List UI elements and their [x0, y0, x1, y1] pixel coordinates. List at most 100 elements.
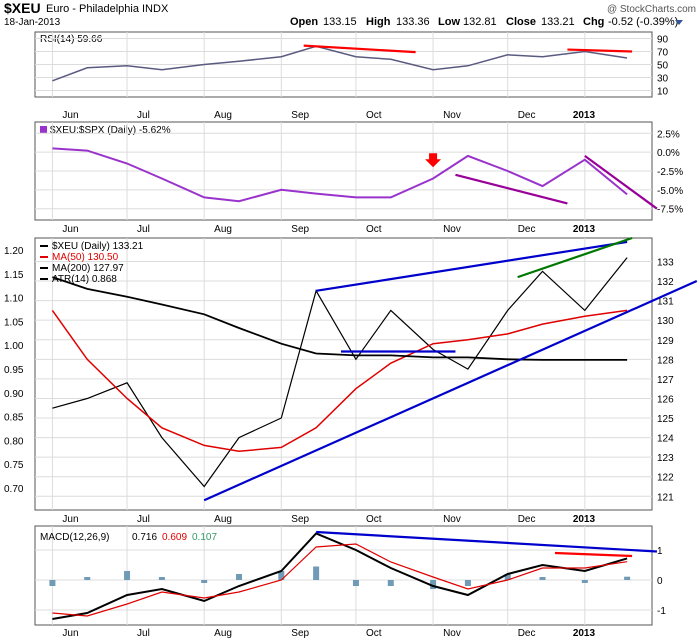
y-tick-label: 121: [657, 492, 674, 503]
y-tick-label: 70: [657, 48, 669, 59]
red-arrow-icon: [425, 153, 442, 168]
y-tick-label: 30: [657, 74, 669, 85]
rsi-gridlines: [35, 32, 652, 97]
value-high: 133.36: [396, 16, 430, 28]
histogram-bar: [352, 580, 359, 586]
x-tick-label: Dec: [518, 628, 536, 639]
x-tick-label: Jun: [62, 110, 78, 121]
label-close: Close: [506, 16, 536, 28]
value-chg: -0.52 (-0.39%): [608, 16, 678, 28]
y-tick-label: 50: [657, 61, 669, 72]
legend-price-swatch: [40, 245, 48, 247]
ma50-line: [51, 309, 628, 453]
price-x-axis: Jun Jul Aug Sep Oct Nov Dec 2013: [62, 514, 595, 525]
x-tick-label: Sep: [291, 514, 309, 525]
x-tick-label: Nov: [443, 628, 461, 639]
price-annotations: [203, 236, 698, 502]
x-tick-label: Aug: [214, 514, 232, 525]
y-tick-label: 1: [657, 546, 663, 557]
macd-legend-hist: 0.107: [192, 532, 217, 543]
value-open: 133.15: [323, 16, 357, 28]
x-tick-label: Sep: [291, 110, 309, 121]
y-tick-label: 123: [657, 453, 674, 464]
y-tick-label: 122: [657, 473, 674, 484]
histogram-bar: [504, 574, 511, 580]
left-tick-label: 1.15: [4, 270, 24, 281]
left-tick-label: 1.05: [4, 317, 24, 328]
label-open: Open: [290, 16, 318, 28]
macd-legend-value: 0.716: [132, 532, 157, 543]
x-tick-label: Jul: [137, 224, 150, 235]
legend-ma200-swatch: [40, 267, 48, 269]
blue-trendline: [316, 530, 658, 553]
relative-series: [52, 147, 628, 203]
x-tick-label: Jul: [137, 514, 150, 525]
x-tick-label: Aug: [214, 628, 232, 639]
macd-series: [52, 532, 628, 620]
price-line: [52, 257, 628, 488]
blue-trendline: [315, 240, 628, 292]
x-tick-label: Aug: [214, 224, 232, 235]
left-tick-label: 0.90: [4, 389, 24, 400]
left-tick-label: 0.80: [4, 436, 24, 447]
x-tick-label: Nov: [443, 110, 461, 121]
macd-y-axis: 1 0 -1: [657, 546, 666, 617]
y-tick-label: 0: [657, 576, 663, 587]
x-tick-label: 2013: [573, 628, 596, 639]
histogram-bar: [313, 566, 320, 580]
y-tick-label: 125: [657, 414, 674, 425]
y-tick-label: -2.5%: [657, 167, 683, 178]
legend-ma200: MA(200) 127.97: [52, 263, 124, 274]
dropdown-arrow-icon[interactable]: [675, 20, 683, 25]
x-tick-label: Jun: [62, 628, 78, 639]
green-trendline: [517, 236, 633, 279]
macd-legend: MACD(12,26,9) 0.716 0.609 0.107: [40, 532, 217, 543]
histogram-bar: [84, 577, 91, 580]
price-gridlines: [35, 238, 652, 510]
ma200-line: [52, 276, 628, 361]
chart-date: 18-Jan-2013: [4, 17, 61, 28]
histogram-bar: [124, 571, 131, 580]
x-tick-label: Nov: [443, 514, 461, 525]
label-high: High: [366, 16, 391, 28]
rsi-y-axis: 90 70 50 30 10: [657, 35, 669, 98]
x-tick-label: Sep: [291, 628, 309, 639]
y-tick-label: 124: [657, 434, 674, 445]
price-series: [51, 257, 628, 488]
x-tick-label: Sep: [291, 224, 309, 235]
left-tick-label: 0.75: [4, 460, 24, 471]
y-tick-label: 131: [657, 297, 674, 308]
x-tick-label: 2013: [573, 110, 596, 121]
blue-trendline: [203, 280, 698, 502]
legend-ma50: MA(50) 130.50: [52, 252, 119, 263]
histogram-bar: [201, 580, 208, 583]
legend-price: $XEU (Daily) 133.21: [52, 241, 144, 252]
top-x-axis: Jun Jul Aug Sep Oct Nov Dec 2013: [62, 110, 595, 121]
relative-annotations: [425, 153, 658, 210]
macd-line: [52, 532, 628, 620]
x-tick-label: Oct: [366, 514, 382, 525]
rsi-series: [52, 45, 628, 82]
left-tick-label: 0.70: [4, 484, 24, 495]
x-tick-label: Dec: [518, 224, 536, 235]
histogram-bar: [49, 580, 56, 586]
macd-histogram: [49, 566, 631, 589]
relative-y-axis: 2.5% 0.0% -2.5% -5.0% -7.5%: [657, 129, 683, 215]
histogram-bar: [539, 577, 546, 580]
value-close: 133.21: [541, 16, 575, 28]
price-panel: [34, 237, 653, 511]
left-tick-label: 1.10: [4, 294, 24, 305]
purple-trendline: [455, 173, 568, 205]
rsi-annotations: [303, 44, 633, 54]
watermark: @ StockCharts.com: [607, 4, 696, 15]
x-tick-label: 2013: [573, 224, 596, 235]
signal-line: [52, 543, 628, 617]
histogram-bar: [236, 574, 243, 580]
x-tick-label: Jul: [137, 628, 150, 639]
relative-line: [52, 147, 628, 203]
y-tick-label: 130: [657, 316, 674, 327]
symbol: $XEU: [4, 0, 41, 16]
histogram-bar: [624, 576, 631, 580]
label-chg: Chg: [583, 16, 604, 28]
